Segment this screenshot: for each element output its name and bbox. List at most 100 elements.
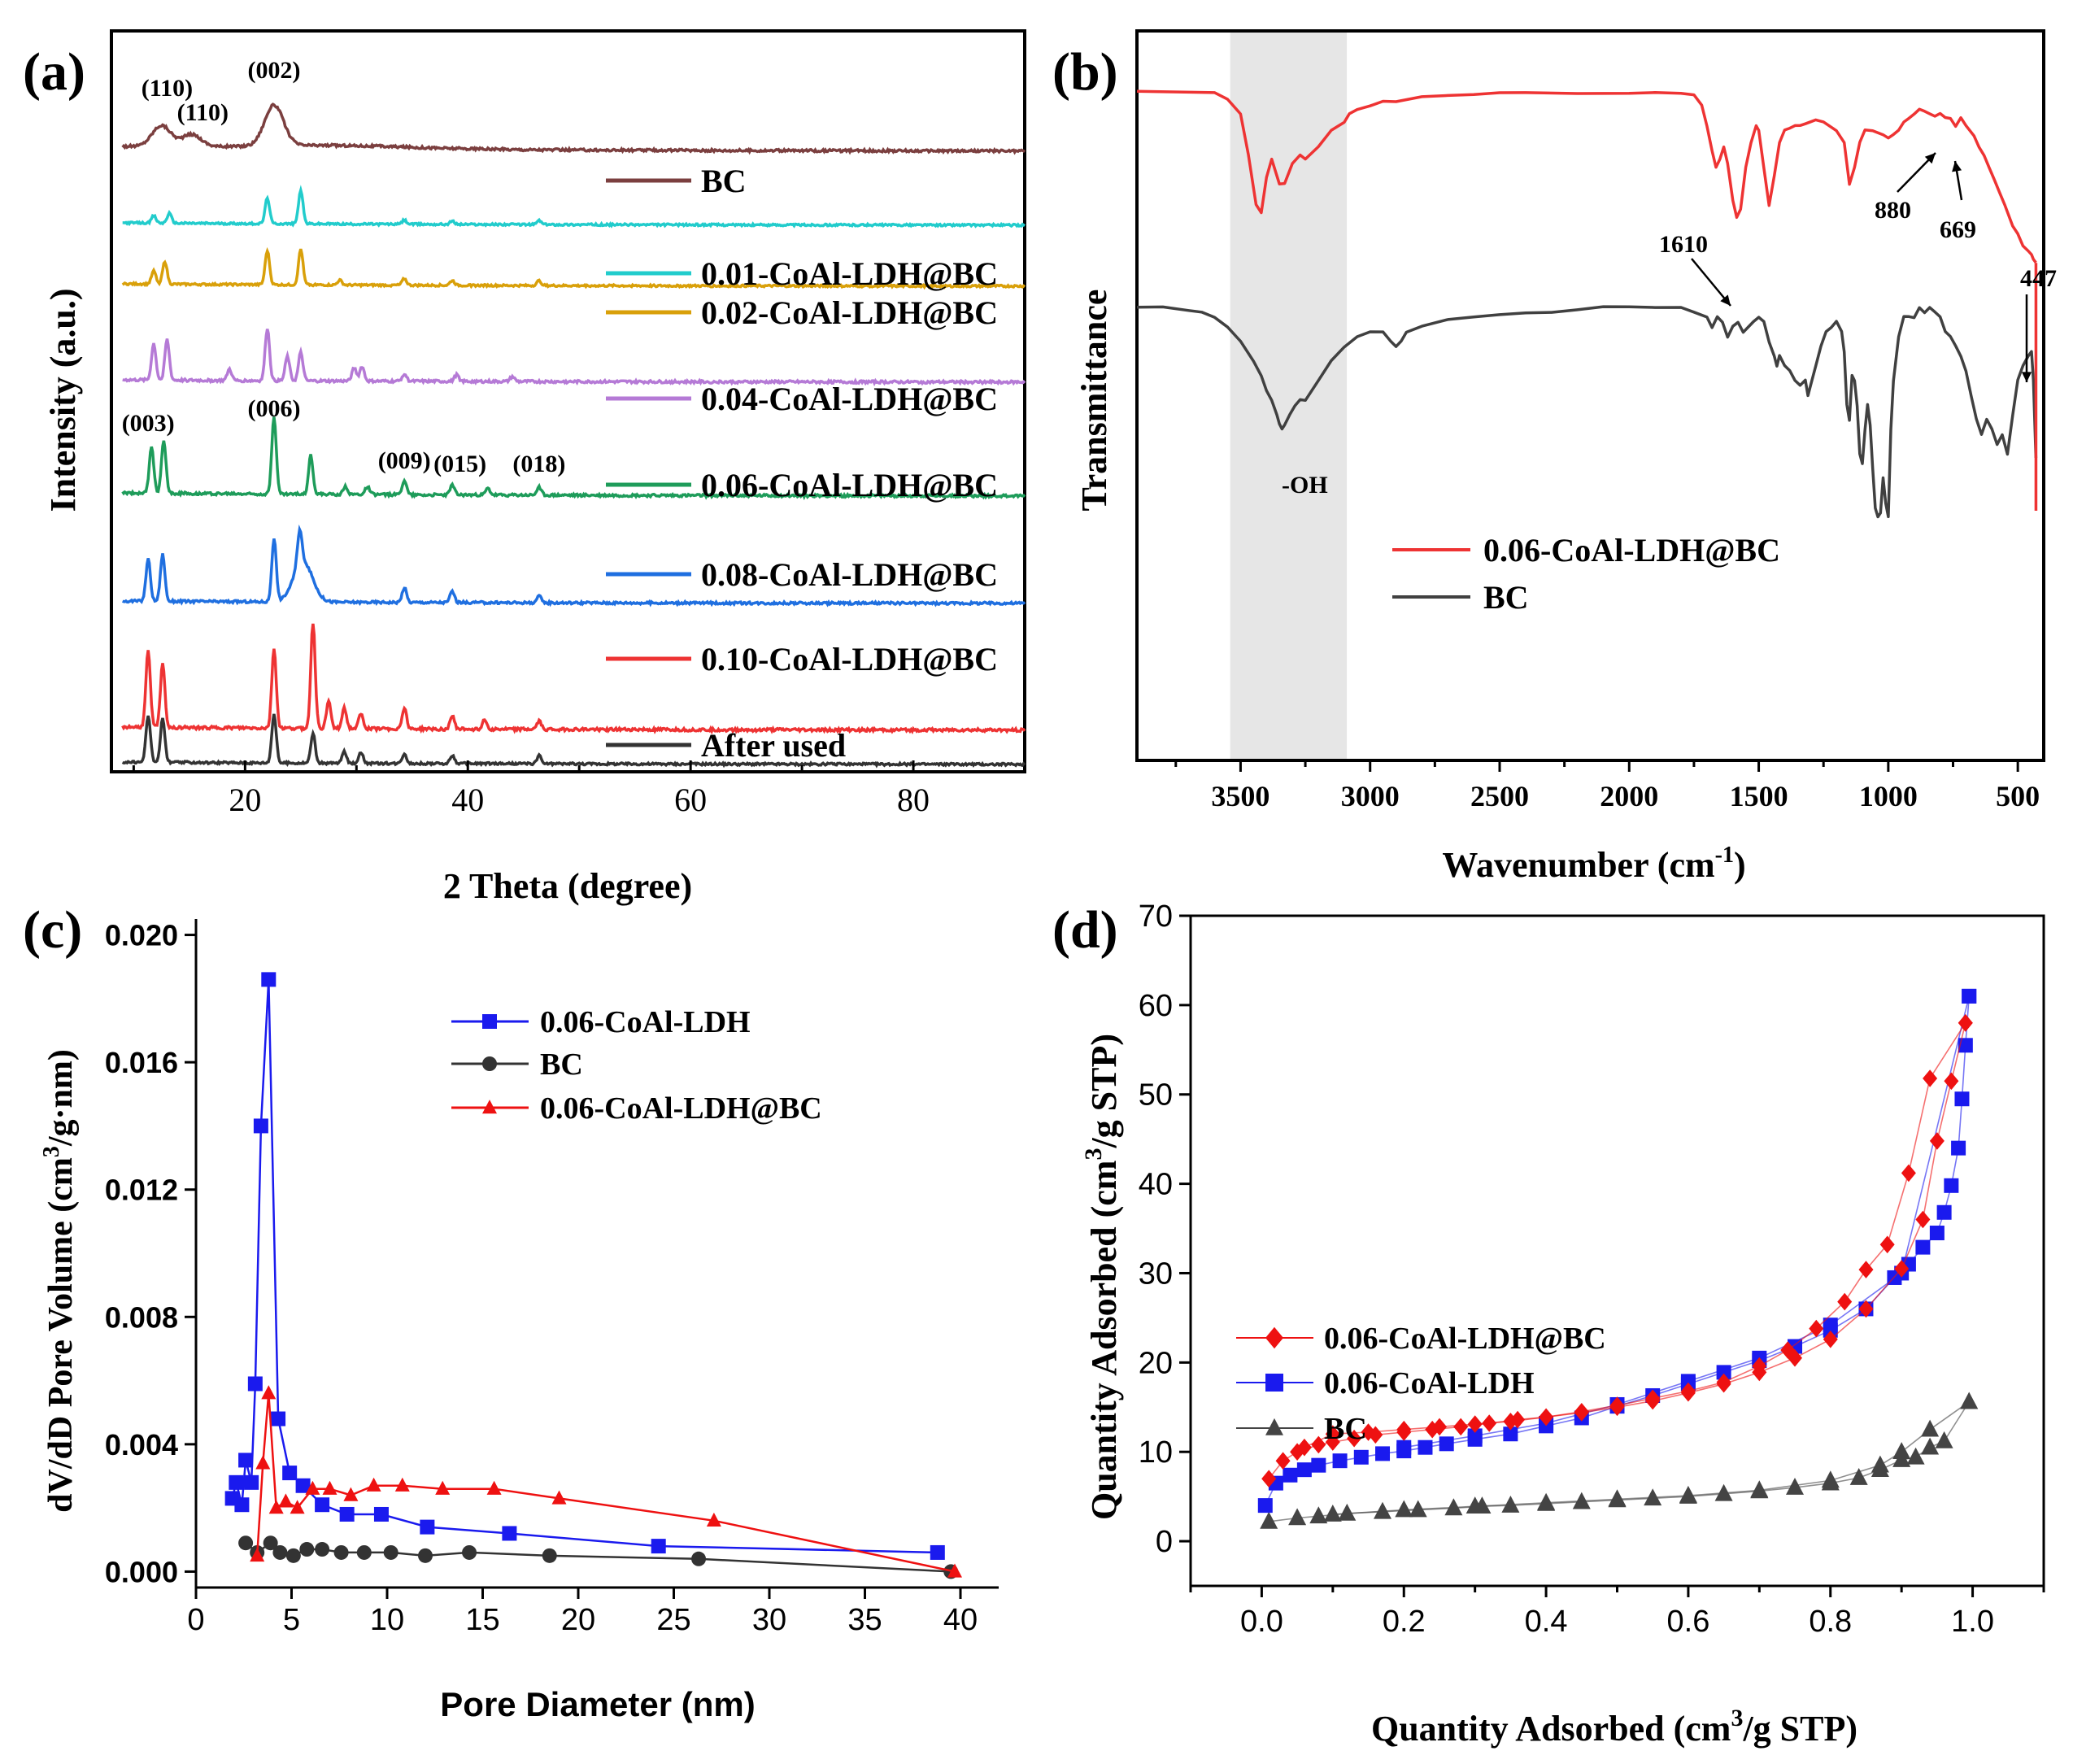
isotherm-adsorption-point-bc	[1906, 1447, 1925, 1465]
panel-b-legend: 0.06-CoAl-LDH@BC BC	[1392, 532, 1780, 616]
ftir-annotation-label: 1610	[1659, 231, 1708, 258]
ftir-series-0-06-coal-ldh-bc	[1136, 89, 2037, 264]
xrd-peak-label: (018)	[512, 451, 565, 477]
isotherm-adsorption-point-bc	[1288, 1508, 1307, 1526]
xrd-x-tick-label: 80	[897, 782, 930, 818]
isotherm-adsorption-point-0-06-coal-ldh	[1257, 1498, 1273, 1514]
panel-d-ylabel-main: Quantity Adsorbed (cm	[1084, 1161, 1124, 1520]
pore-point-0-06-coal-ldh	[502, 1526, 517, 1541]
pore-y-tick-label: 0.012	[105, 1174, 178, 1207]
pore-point-0-06-coal-ldh	[238, 1453, 254, 1468]
ftir-annotation-label: 447	[2020, 265, 2057, 292]
isotherm-desorption-point-0-06-coal-ldh-bc	[1361, 1423, 1376, 1441]
isotherm-x-tick-label: 0.0	[1240, 1605, 1283, 1639]
panel-a-peak-labels: (110)(110) (002) (003) (006) (009) (015) (018)	[122, 57, 566, 477]
panel-b-xlabel-end: )	[1734, 845, 1746, 885]
ftir-x-tick-label: 500	[1996, 780, 2040, 812]
pore-point-0-06-coal-ldh-bc	[268, 1500, 284, 1514]
isotherm-desorption-point-0-06-coal-ldh-bc	[1503, 1413, 1518, 1431]
pore-point-0-06-coal-ldh-bc	[290, 1500, 305, 1514]
pore-point-0-06-coal-ldh-bc	[486, 1480, 502, 1495]
isotherm-adsorption-point-bc	[1309, 1506, 1328, 1524]
xrd-series-0-08-coal-ldh-bc	[122, 524, 1026, 608]
isotherm-desorption-point-0-06-coal-ldh	[1962, 988, 1977, 1004]
pore-point-0-06-coal-ldh	[930, 1544, 945, 1560]
pore-x-tick-label: 30	[752, 1603, 786, 1637]
pore-legend-marker-0-06-coal-ldh	[482, 1014, 497, 1029]
isotherm-desorption-point-0-06-coal-ldh-bc	[1752, 1357, 1767, 1375]
pore-point-0-06-coal-ldh-bc	[947, 1563, 962, 1578]
pore-point-bc	[356, 1544, 372, 1560]
panel-d-xlabel-main: Quantity Adsorbed (cm	[1371, 1709, 1731, 1749]
pore-point-bc	[383, 1544, 398, 1560]
isotherm-adsorption-point-0-06-coal-ldh	[1503, 1426, 1518, 1442]
pore-line-bc	[245, 1541, 952, 1573]
isotherm-adsorption-point-0-06-coal-ldh-bc	[1482, 1414, 1497, 1432]
ftir-annotation-label: -OH	[1282, 472, 1328, 499]
pore-y-tick-label: 0.020	[105, 919, 178, 952]
isotherm-desorption-point-0-06-coal-ldh-bc	[1645, 1389, 1661, 1408]
pore-point-0-06-coal-ldh	[420, 1519, 435, 1535]
isotherm-desorption-point-0-06-coal-ldh-bc	[1539, 1408, 1554, 1426]
isotherm-adsorption-point-0-06-coal-ldh-bc	[1823, 1331, 1838, 1348]
panel-b-series-group	[1136, 89, 2038, 519]
isotherm-y-tick-label: 40	[1139, 1168, 1173, 1202]
panel-a-legend: BC 0.01-CoAl-LDH@BC0.02-CoAl-LDH@BC 0.04-C…	[606, 163, 998, 764]
xrd-series-0-10-coal-ldh-bc	[121, 623, 1026, 735]
isotherm-adsorption-point-0-06-coal-ldh	[1296, 1462, 1312, 1478]
panel-b-oh-shaded-band	[1230, 33, 1348, 759]
panel-a-xlabel: 2 Theta (degree)	[443, 866, 692, 906]
xrd-legend-label-after-used: After used	[701, 727, 846, 764]
isotherm-adsorption-point-bc	[1921, 1437, 1940, 1455]
panel-a-ylabel: Intensity (a.u.)	[43, 288, 83, 512]
pore-point-0-06-coal-ldh	[247, 1376, 263, 1392]
panel-b-annotations: 1610 880 669 447 -OH	[1282, 152, 2057, 499]
pore-point-0-06-coal-ldh	[295, 1478, 311, 1493]
isotherm-desorption-point-bc	[1960, 1392, 1979, 1409]
isotherm-x-tick-label: 0.8	[1809, 1605, 1852, 1639]
isotherm-desorption-point-0-06-coal-ldh-bc	[1296, 1438, 1312, 1457]
isotherm-adsorption-point-bc	[1260, 1511, 1278, 1529]
isotherm-desorption-point-0-06-coal-ldh	[1680, 1374, 1696, 1389]
xrd-peak-label: (110)	[142, 75, 193, 102]
pore-point-0-06-coal-ldh-bc	[366, 1477, 381, 1492]
pore-point-0-06-coal-ldh-bc	[278, 1493, 294, 1508]
pore-legend-label-0-06-coal-ldh: 0.06-CoAl-LDH	[540, 1005, 751, 1039]
xrd-peak-label: (110)	[177, 99, 229, 126]
panel-c-ylabel-sup: 3	[39, 1146, 64, 1157]
pore-line-0-06-coal-ldh-bc	[255, 1393, 956, 1573]
xrd-series-0-01-coal-ldh-bc	[122, 185, 1026, 229]
isotherm-adsorption-point-bc	[1714, 1483, 1733, 1501]
pore-point-0-06-coal-ldh	[315, 1497, 330, 1513]
isotherm-adsorption-point-0-06-coal-ldh	[1418, 1440, 1433, 1455]
isotherm-desorption-point-0-06-coal-ldh-bc	[1809, 1319, 1824, 1338]
pore-point-bc	[691, 1551, 707, 1566]
pore-point-0-06-coal-ldh	[282, 1466, 298, 1481]
xrd-legend-label-0-06-coal-ldh-bc: 0.06-CoAl-LDH@BC	[701, 467, 998, 503]
panel-a-series-group	[121, 102, 1026, 769]
isotherm-desorption-point-bc	[1608, 1489, 1627, 1507]
ftir-annotation-arrowhead	[2021, 372, 2032, 382]
panel-d-axes: 0.0 0.2 0.4 0.6 0.8 1.0 0 10 20 30 40 50 60 70	[1139, 899, 2045, 1639]
xrd-peak-label: (015)	[433, 451, 486, 477]
pore-point-0-06-coal-ldh	[373, 1506, 389, 1522]
isotherm-adsorption-point-0-06-coal-ldh-bc	[1347, 1429, 1362, 1448]
panel-b-xlabel-main: Wavenumber (cm	[1442, 845, 1714, 885]
isotherm-legend-label-bc: BC	[1324, 1412, 1367, 1446]
isotherm-desorption-point-bc	[1323, 1505, 1342, 1522]
isotherm-adsorption-point-0-06-coal-ldh-bc	[1894, 1260, 1910, 1278]
panel-b-xlabel: Wavenumber (cm-1)	[1442, 843, 1745, 885]
panel-d-series-group	[1257, 988, 1979, 1529]
panel-c-axes: 0 5 10 15 20 25 30 35 40 0.000 0.004 0.008 0.012 0.01…	[105, 919, 999, 1637]
pore-y-tick-label: 0.004	[105, 1428, 178, 1461]
pore-y-tick-label: 0.008	[105, 1300, 178, 1334]
isotherm-desorption-point-bc	[1395, 1500, 1413, 1518]
isotherm-x-tick-label: 0.4	[1525, 1605, 1568, 1639]
isotherm-y-tick-label: 10	[1139, 1435, 1173, 1470]
isotherm-adsorption-point-bc	[1849, 1468, 1868, 1485]
isotherm-desorption-point-0-06-coal-ldh-bc	[1716, 1373, 1731, 1392]
isotherm-desorption-point-bc	[1870, 1455, 1889, 1473]
isotherm-adsorption-point-0-06-coal-ldh	[1944, 1178, 1959, 1193]
pore-point-bc	[462, 1544, 477, 1560]
pore-point-bc	[285, 1548, 301, 1563]
